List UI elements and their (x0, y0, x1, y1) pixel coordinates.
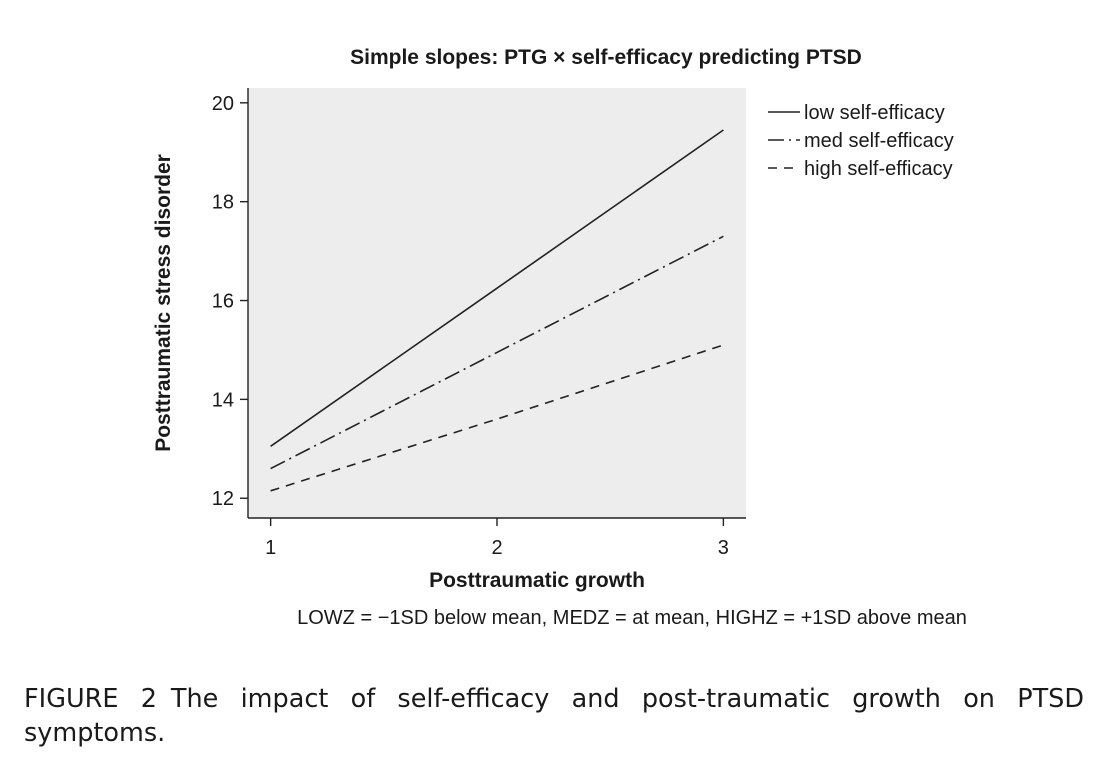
figure-caption: FIGURE 2 The impact of self-efficacy and … (24, 682, 1084, 750)
x-tick-label: 3 (718, 537, 729, 559)
x-tick-label: 1 (265, 537, 276, 559)
y-tick-label: 18 (212, 192, 234, 214)
figure-caption-text: The impact of self-efficacy and post-tra… (24, 684, 1084, 748)
chart-note: LOWZ = −1SD below mean, MEDZ = at mean, … (297, 607, 967, 629)
x-tick-label: 2 (491, 537, 502, 559)
series-line-low (270, 129, 724, 447)
series-lines (270, 129, 724, 492)
x-axis-label: Posttraumatic growth (429, 569, 645, 592)
y-tick-label: 20 (212, 93, 234, 115)
legend: low self-efficacy med self-efficacy high s… (768, 102, 954, 180)
y-tick-label: 12 (212, 488, 234, 510)
y-axis-label: Posttraumatic stress disorder (152, 154, 175, 452)
y-tick-label: 14 (212, 389, 234, 411)
legend-label: med self-efficacy (804, 130, 954, 152)
simple-slopes-chart: Simple slopes: PTG × self-efficacy predi… (152, 46, 967, 629)
plot-area (248, 88, 746, 518)
legend-label: high self-efficacy (804, 158, 953, 180)
legend-label: low self-efficacy (804, 102, 945, 124)
series-line-med (270, 235, 724, 470)
y-tick-label: 16 (212, 291, 234, 313)
chart-title: Simple slopes: PTG × self-efficacy predi… (350, 46, 862, 69)
figure-label: FIGURE 2 (24, 684, 157, 714)
